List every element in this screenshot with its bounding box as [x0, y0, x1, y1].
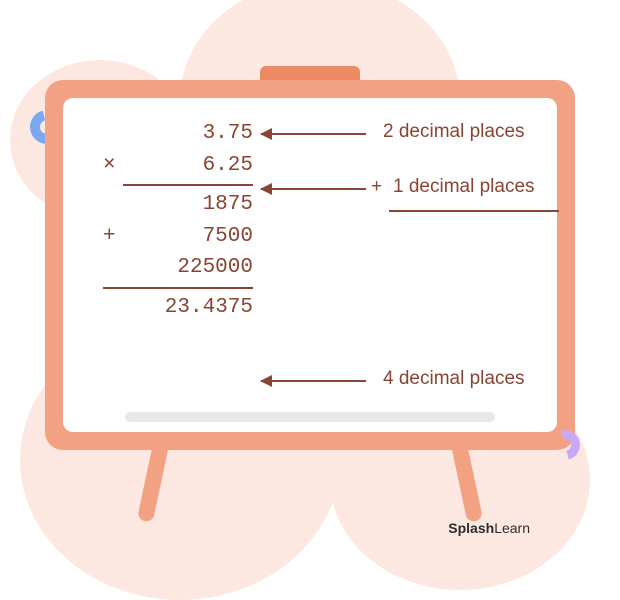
partial-product-1: 1875	[103, 189, 253, 221]
arrow-icon	[261, 380, 366, 382]
watermark-brand-rest: Learn	[494, 520, 530, 536]
plus-symbol: +	[103, 221, 123, 253]
annotation-multiplicand-places: 2 decimal places	[383, 121, 525, 143]
whiteboard: 3.75 × 6.25 1875 +7500 225000 23.4375 2 d…	[45, 80, 575, 450]
board-tray	[125, 412, 495, 422]
board-surface: 3.75 × 6.25 1875 +7500 225000 23.4375 2 d…	[63, 98, 557, 432]
multiplication-work: 3.75 × 6.25 1875 +7500 225000 23.4375	[103, 118, 253, 323]
annotation-multiplier-places: 1 decimal places	[393, 176, 535, 198]
watermark-brand-bold: Splash	[448, 520, 494, 536]
annotation-plus: +	[371, 176, 382, 198]
partial-product-3: 225000	[103, 252, 253, 284]
watermark: SplashLearn	[448, 520, 530, 536]
arrow-icon	[261, 188, 366, 190]
annotation-result-places: 4 decimal places	[383, 368, 525, 390]
arrow-icon	[261, 133, 366, 135]
partial-product-2: 7500	[203, 225, 253, 248]
board-frame: 3.75 × 6.25 1875 +7500 225000 23.4375 2 d…	[45, 80, 575, 450]
rule-line	[123, 184, 253, 186]
product: 23.4375	[103, 292, 253, 324]
rule-line	[103, 287, 253, 289]
multiplicand: 3.75	[103, 118, 253, 150]
partial-product-2-row: +7500	[103, 221, 253, 253]
annotation-rule	[389, 210, 559, 212]
multiply-symbol: ×	[103, 150, 123, 182]
multiplier-row: × 6.25	[103, 150, 253, 182]
multiplier: 6.25	[203, 154, 253, 177]
